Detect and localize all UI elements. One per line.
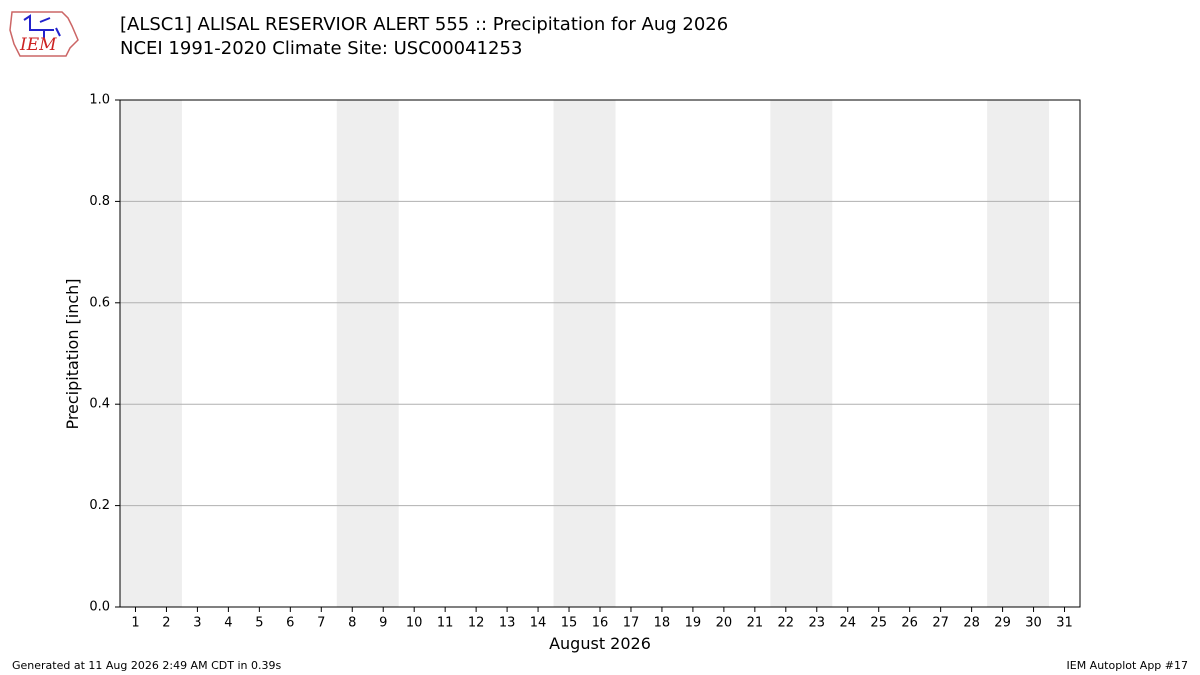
- x-tick-label: 3: [193, 616, 201, 631]
- logo-outline: [9, 11, 79, 57]
- x-tick-label: 4: [224, 616, 232, 631]
- y-tick-label: 0.8: [89, 194, 110, 209]
- plot-frame: [119, 99, 1081, 608]
- chart-subtitle: NCEI 1991-2020 Climate Site: USC00041253: [120, 38, 522, 59]
- y-tick-label: 0.2: [89, 498, 110, 513]
- x-tick-label: 29: [994, 616, 1011, 631]
- x-tick-label: 17: [623, 616, 640, 631]
- x-tick-label: 12: [468, 616, 485, 631]
- x-axis-label: August 2026: [549, 634, 651, 653]
- x-tick-label: 19: [685, 616, 702, 631]
- x-tick-label: 21: [747, 616, 764, 631]
- weekend-band: [553, 100, 616, 607]
- x-tick-label: 6: [286, 616, 294, 631]
- x-tick-label: 18: [654, 616, 671, 631]
- footer-left: Generated at 11 Aug 2026 2:49 AM CDT in …: [12, 659, 281, 672]
- logo-text: IEM: [19, 35, 57, 55]
- x-tick-label: 11: [437, 616, 454, 631]
- x-tick-label: 23: [809, 616, 826, 631]
- x-tick-label: 24: [839, 616, 856, 631]
- weekend-band: [336, 100, 399, 607]
- logo-icon: [23, 14, 61, 38]
- x-tick-label: 22: [778, 616, 795, 631]
- y-tick-label: 0.4: [89, 397, 110, 412]
- x-tick-label: 15: [561, 616, 578, 631]
- logo: IEM: [9, 11, 79, 57]
- y-axis-label: Precipitation [inch]: [63, 278, 82, 429]
- y-tick-label: 1.0: [89, 93, 110, 108]
- x-tick-label: 1: [131, 616, 139, 631]
- x-tick-label: 25: [870, 616, 887, 631]
- x-tick-label: 7: [317, 616, 325, 631]
- x-tick-label: 16: [592, 616, 609, 631]
- x-tick-label: 9: [379, 616, 387, 631]
- x-tick-label: 20: [716, 616, 733, 631]
- x-tick-label: 2: [162, 616, 170, 631]
- x-tick-label: 31: [1056, 616, 1073, 631]
- weekend-band: [987, 100, 1050, 607]
- x-tick-label: 8: [348, 616, 356, 631]
- footer-right: IEM Autoplot App #17: [1067, 659, 1189, 672]
- x-tick-label: 5: [255, 616, 263, 631]
- x-tick-label: 14: [530, 616, 547, 631]
- x-tick-label: 26: [901, 616, 918, 631]
- x-tick-label: 27: [932, 616, 949, 631]
- weekend-band: [770, 100, 833, 607]
- x-tick-label: 13: [499, 616, 516, 631]
- chart-title: [ALSC1] ALISAL RESERVIOR ALERT 555 :: Pr…: [120, 14, 728, 35]
- weekend-band: [120, 100, 182, 607]
- y-tick-label: 0.0: [89, 600, 110, 615]
- y-tick-label: 0.6: [89, 295, 110, 310]
- x-tick-label: 10: [406, 616, 423, 631]
- x-tick-label: 28: [963, 616, 980, 631]
- x-tick-label: 30: [1025, 616, 1042, 631]
